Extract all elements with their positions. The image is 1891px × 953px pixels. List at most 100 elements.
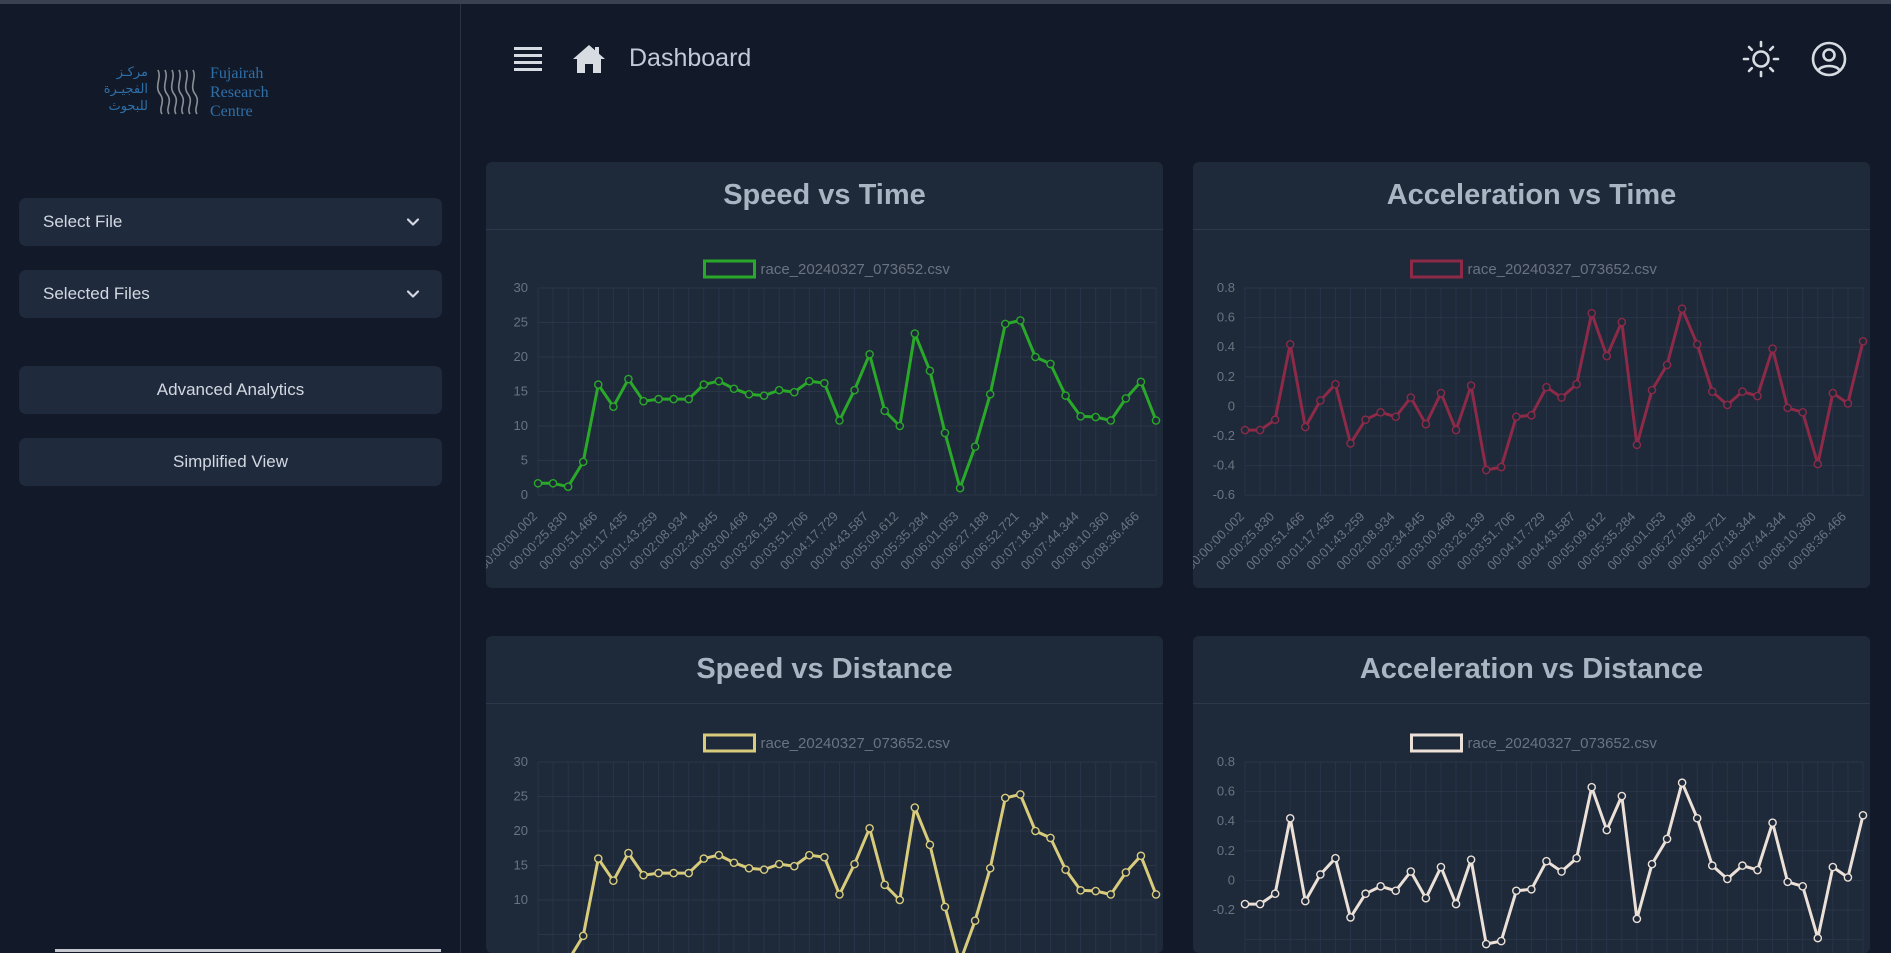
data-point[interactable] [1692, 813, 1702, 823]
data-point[interactable] [729, 384, 739, 394]
data-point[interactable] [1031, 826, 1040, 836]
data-point[interactable] [1723, 400, 1732, 410]
data-point[interactable] [1270, 889, 1280, 899]
data-point[interactable] [1300, 896, 1310, 906]
selected-files-dropdown[interactable]: Selected Files [19, 270, 442, 318]
data-point[interactable] [744, 863, 754, 873]
data-point[interactable] [744, 389, 754, 399]
select-file-dropdown[interactable]: Select File [19, 198, 442, 246]
data-point[interactable] [714, 376, 724, 386]
data-point[interactable] [1617, 317, 1627, 327]
legend-swatch[interactable] [703, 733, 756, 753]
legend-label[interactable]: race_20240327_073652.csv [761, 261, 951, 278]
data-point[interactable] [1391, 412, 1401, 422]
data-point[interactable] [1602, 351, 1612, 361]
data-point[interactable] [1677, 778, 1687, 788]
data-point[interactable] [1061, 391, 1070, 400]
menu-icon[interactable] [513, 46, 543, 72]
legend-swatch[interactable] [1410, 733, 1463, 753]
data-point[interactable] [1316, 396, 1325, 405]
data-point[interactable] [1361, 889, 1370, 899]
data-point[interactable] [955, 483, 965, 493]
data-point[interactable] [609, 402, 618, 411]
data-point[interactable] [1707, 387, 1717, 396]
data-point[interactable] [1121, 394, 1131, 403]
data-point[interactable] [1632, 440, 1642, 450]
data-point[interactable] [1617, 791, 1627, 801]
data-point[interactable] [1255, 425, 1265, 435]
data-point[interactable] [1121, 868, 1131, 877]
data-point[interactable] [910, 329, 920, 338]
data-point[interactable] [714, 850, 724, 860]
data-point[interactable] [1798, 882, 1808, 891]
data-point[interactable] [1151, 890, 1161, 899]
data-point[interactable] [850, 859, 859, 869]
data-point[interactable] [1677, 304, 1687, 314]
data-point[interactable] [699, 380, 709, 389]
data-point[interactable] [985, 389, 995, 399]
legend-label[interactable]: race_20240327_073652.csv [1468, 261, 1658, 278]
data-point[interactable] [548, 478, 558, 488]
data-point[interactable] [1602, 825, 1612, 835]
data-point[interactable] [1300, 422, 1310, 432]
data-point[interactable] [1527, 884, 1536, 894]
data-point[interactable] [1061, 865, 1070, 874]
data-point[interactable] [1406, 867, 1416, 876]
data-point[interactable] [609, 876, 618, 885]
data-point[interactable] [1707, 861, 1717, 870]
data-point[interactable] [1255, 899, 1265, 909]
data-point[interactable] [1046, 359, 1055, 369]
data-point[interactable] [1557, 393, 1566, 402]
data-point[interactable] [533, 478, 543, 488]
data-point[interactable] [1391, 886, 1401, 896]
data-point[interactable] [1091, 412, 1101, 422]
data-point[interactable] [850, 385, 859, 395]
data-point[interactable] [1738, 387, 1747, 396]
legend-label[interactable]: race_20240327_073652.csv [1468, 735, 1658, 752]
data-point[interactable] [820, 852, 829, 862]
data-point[interactable] [1632, 914, 1642, 924]
data-point[interactable] [1512, 886, 1521, 896]
data-point[interactable] [1753, 391, 1762, 401]
data-point[interactable] [1285, 813, 1295, 823]
data-point[interactable] [835, 890, 844, 899]
data-point[interactable] [669, 868, 678, 878]
data-point[interactable] [669, 394, 678, 404]
data-point[interactable] [699, 854, 709, 863]
data-point[interactable] [684, 394, 694, 404]
data-point[interactable] [759, 391, 769, 400]
data-point[interactable] [1136, 377, 1146, 387]
data-point[interactable] [1136, 851, 1146, 861]
data-point[interactable] [1046, 833, 1055, 843]
data-point[interactable] [1421, 419, 1431, 429]
data-point[interactable] [578, 457, 588, 467]
data-point[interactable] [1647, 859, 1657, 869]
data-point[interactable] [1542, 856, 1551, 866]
data-point[interactable] [1481, 939, 1491, 949]
data-point[interactable] [1151, 416, 1161, 425]
data-point[interactable] [925, 840, 935, 850]
data-point[interactable] [1346, 439, 1355, 448]
data-point[interactable] [835, 416, 844, 425]
data-point[interactable] [1813, 933, 1823, 943]
data-point[interactable] [1000, 793, 1010, 803]
data-point[interactable] [1783, 877, 1792, 887]
data-point[interactable] [1466, 855, 1476, 864]
data-point[interactable] [639, 870, 648, 880]
data-point[interactable] [1858, 336, 1868, 346]
data-point[interactable] [970, 916, 980, 925]
data-point[interactable] [1016, 316, 1025, 325]
data-point[interactable] [1376, 408, 1385, 417]
data-point[interactable] [1768, 818, 1777, 827]
data-point[interactable] [1783, 403, 1792, 413]
data-point[interactable] [1436, 388, 1446, 398]
data-point[interactable] [805, 850, 814, 860]
data-point[interactable] [1692, 339, 1702, 349]
data-point[interactable] [563, 482, 573, 492]
data-point[interactable] [1076, 886, 1085, 895]
data-point[interactable] [1000, 319, 1010, 329]
data-point[interactable] [1496, 462, 1506, 472]
data-point[interactable] [774, 859, 784, 869]
data-point[interactable] [729, 858, 739, 868]
data-point[interactable] [1106, 890, 1116, 899]
